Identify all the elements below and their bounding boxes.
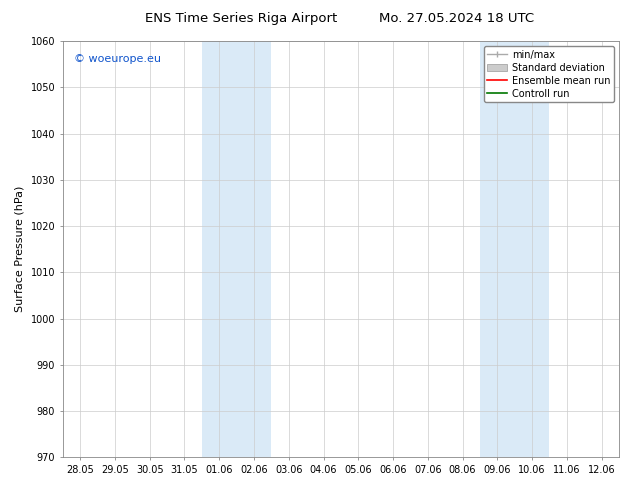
Text: Mo. 27.05.2024 18 UTC: Mo. 27.05.2024 18 UTC	[379, 12, 534, 25]
Y-axis label: Surface Pressure (hPa): Surface Pressure (hPa)	[15, 186, 25, 313]
Text: © woeurope.eu: © woeurope.eu	[74, 53, 161, 64]
Legend: min/max, Standard deviation, Ensemble mean run, Controll run: min/max, Standard deviation, Ensemble me…	[484, 46, 614, 102]
Bar	[480, 41, 550, 457]
Bar	[202, 41, 271, 457]
Text: ENS Time Series Riga Airport: ENS Time Series Riga Airport	[145, 12, 337, 25]
